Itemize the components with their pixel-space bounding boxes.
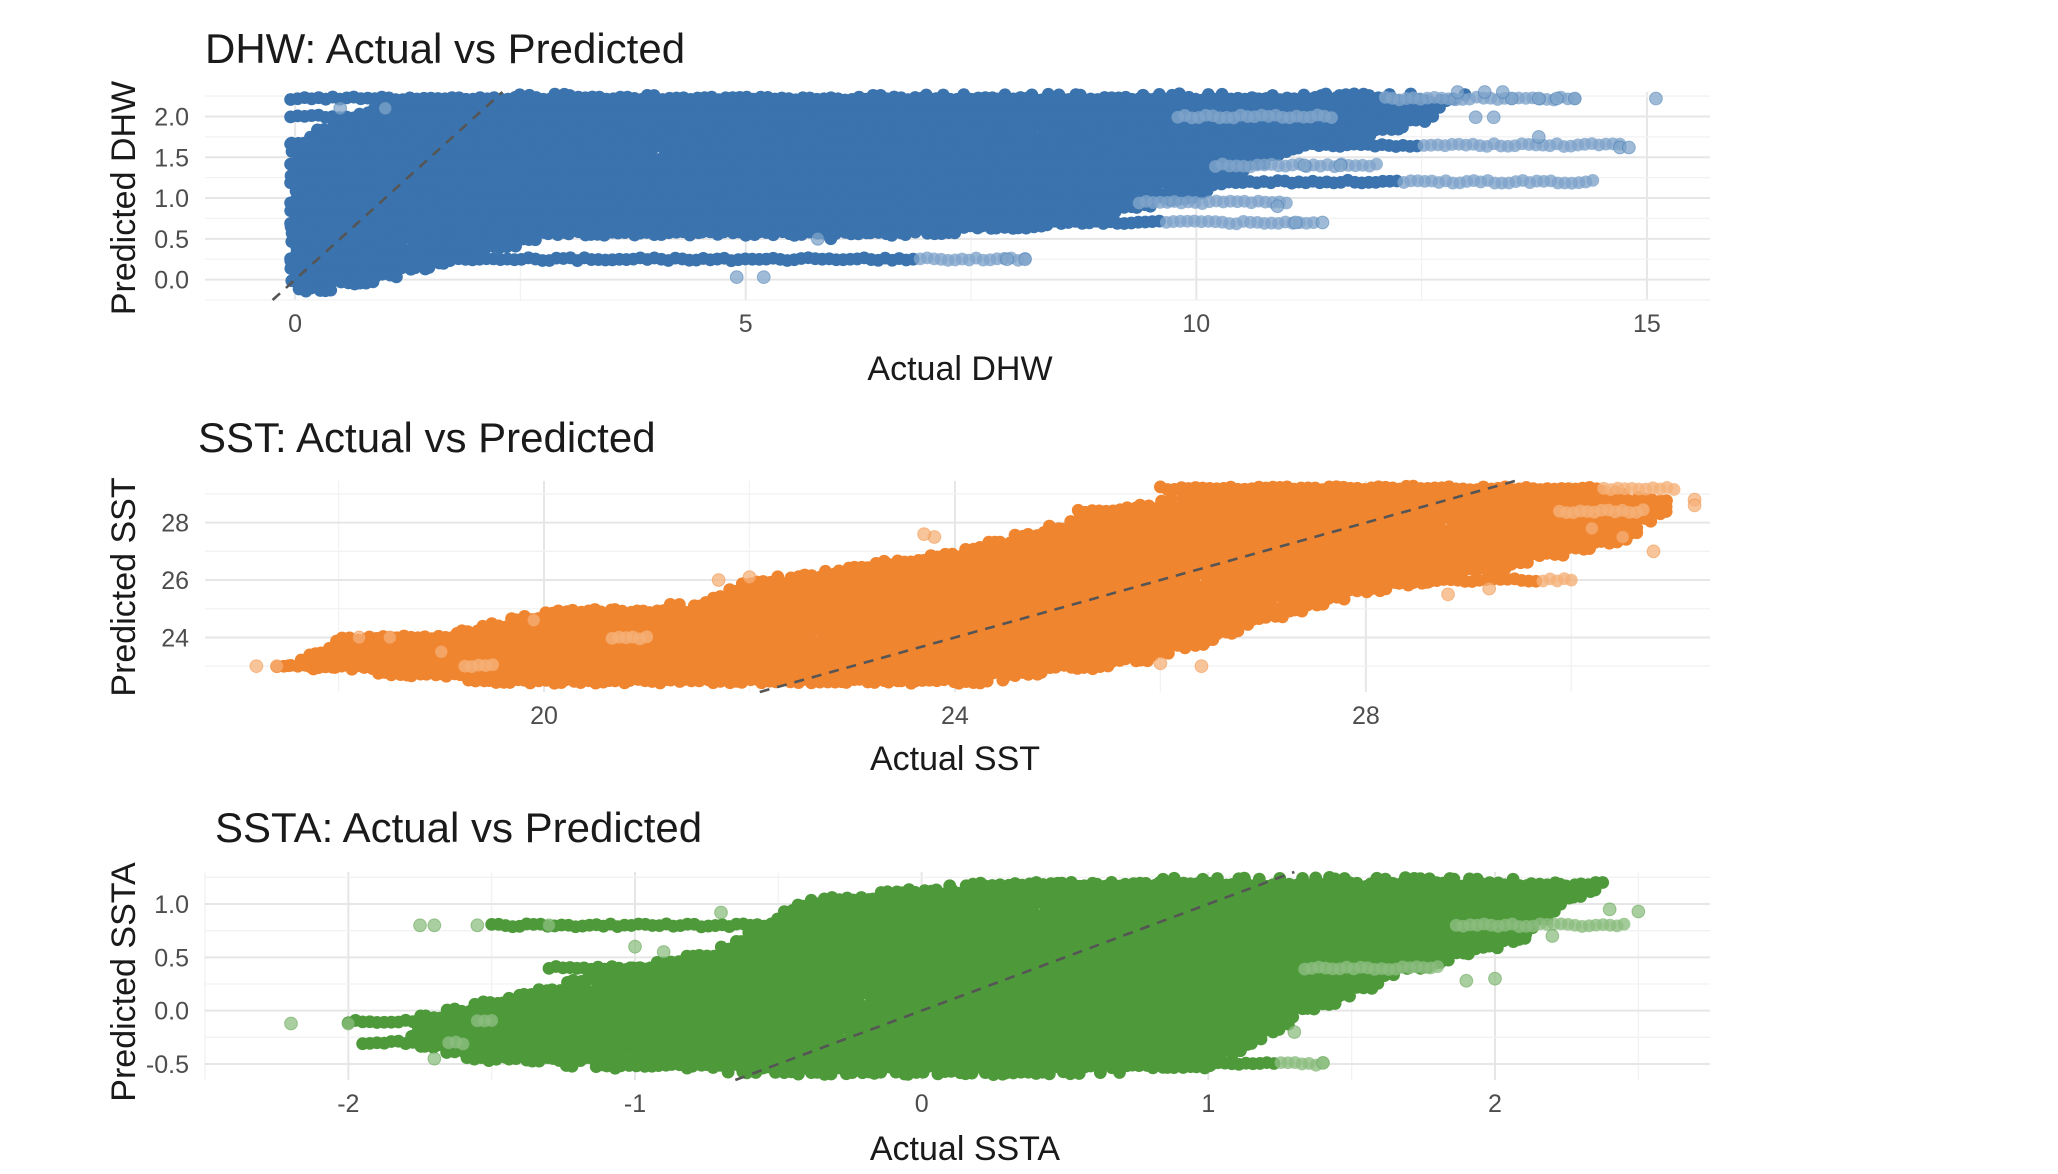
data-point (1659, 505, 1673, 518)
data-point (389, 270, 403, 284)
data-point (756, 270, 771, 285)
data-point (1370, 157, 1383, 171)
data-point (1288, 215, 1303, 230)
x-tick-label: 15 (1633, 310, 1661, 338)
data-point (1325, 111, 1338, 125)
data-point (1486, 110, 1501, 125)
data-point (1315, 215, 1330, 230)
sst-chart-title: SST: Actual vs Predicted (198, 414, 656, 461)
data-point (1333, 158, 1348, 173)
y-tick-label: 2.0 (154, 103, 189, 131)
data-point (1477, 85, 1492, 99)
data-point (509, 239, 522, 253)
data-point (583, 127, 597, 141)
data-point (1531, 129, 1546, 144)
sst-points (249, 479, 1702, 690)
y-tick-label: 0.5 (154, 226, 189, 254)
data-point (1630, 526, 1644, 540)
data-point (1297, 158, 1312, 173)
dhw-chart-title: DHW: Actual vs Predicted (205, 25, 685, 72)
data-point (1270, 199, 1285, 214)
dhw-y-axis-label: Predicted DHW (105, 81, 143, 315)
data-point (824, 232, 838, 246)
data-point (1621, 140, 1636, 155)
y-tick-label: 1.0 (154, 185, 189, 213)
x-tick-label: 0 (288, 310, 302, 338)
data-point (366, 275, 380, 289)
dhw-x-axis-label: Actual DHW (867, 350, 1052, 388)
data-point (1450, 85, 1465, 99)
data-point (1495, 85, 1510, 99)
y-tick-label: 0.0 (154, 267, 189, 295)
y-tick-label: 1.5 (154, 144, 189, 172)
data-point (1586, 173, 1600, 187)
data-point (1531, 91, 1546, 106)
data-point (345, 148, 359, 162)
data-point (324, 283, 338, 297)
dhw-panel: DHW: Actual vs Predicted 0 5 10 15 0.0 0.5 1.0… (105, 25, 1710, 388)
data-point (1468, 110, 1483, 125)
dhw-points (284, 85, 1663, 298)
data-point (333, 101, 348, 116)
data-point (1000, 252, 1014, 267)
data-point (1644, 514, 1658, 528)
data-point (1018, 252, 1032, 267)
data-point (948, 226, 962, 240)
data-point (810, 231, 825, 246)
data-point (1396, 120, 1409, 134)
x-tick-label: 10 (1182, 310, 1210, 338)
data-point (729, 270, 744, 285)
x-tick-label: 5 (739, 310, 753, 338)
data-point (1376, 123, 1390, 136)
data-point (1567, 91, 1582, 106)
data-point (1549, 91, 1564, 106)
data-point (378, 101, 393, 116)
data-point (1649, 91, 1663, 106)
data-point (1418, 115, 1432, 128)
data-point (529, 233, 542, 247)
